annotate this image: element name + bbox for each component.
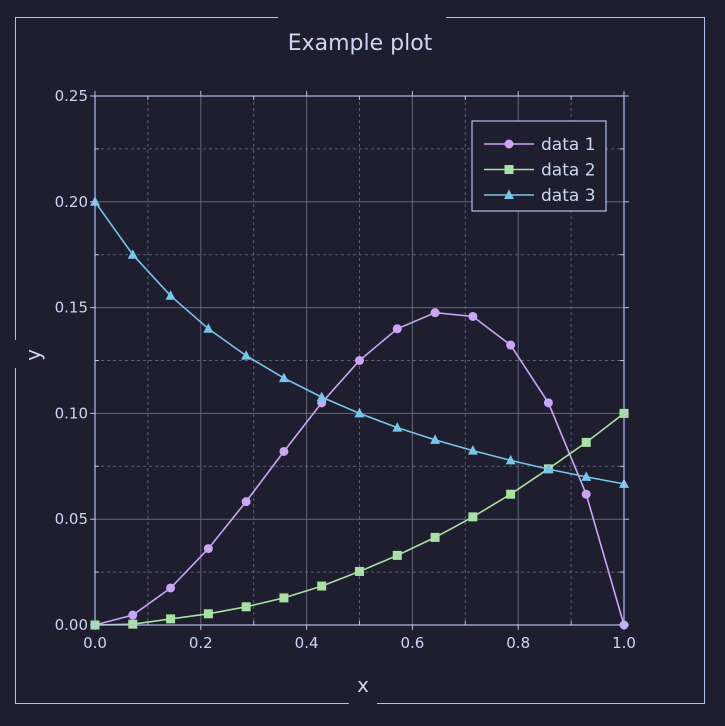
x-tick-label: 1.0 (612, 634, 636, 652)
series-3-marker (354, 407, 365, 418)
series-1-marker (279, 446, 289, 456)
y-tick-label: 0.25 (55, 87, 88, 105)
x-tick-label: 0.6 (400, 634, 424, 652)
series-2-marker (241, 602, 251, 612)
series-2-marker (468, 512, 478, 522)
y-axis-title-background (8, 340, 44, 368)
series-2-marker (128, 619, 138, 629)
chart-title: Example plot (288, 31, 433, 56)
series-2-marker (317, 581, 327, 591)
series-2-marker (355, 566, 364, 576)
series-1-marker (543, 398, 553, 408)
series-1-marker (581, 489, 591, 499)
series-2-marker (279, 593, 289, 603)
legend-marker-1 (504, 139, 514, 149)
series-3-marker (241, 350, 252, 360)
legend-marker-3 (504, 189, 514, 199)
x-tick-label: 0.8 (506, 634, 530, 652)
series-1-marker (166, 583, 176, 593)
series-3-marker (505, 454, 516, 465)
y-tick-label: 0.15 (55, 299, 88, 317)
y-tick-label: 0.00 (55, 616, 88, 634)
legend-label-2: data 2 (541, 161, 596, 181)
series-3-marker (165, 290, 176, 300)
series-3-marker (392, 422, 403, 432)
series-3-marker (127, 249, 138, 259)
legend-box (471, 120, 607, 212)
series-1-marker (430, 308, 440, 318)
series-3-marker (467, 445, 478, 455)
y-tick-label: 0.10 (55, 404, 88, 422)
legend-label-1: data 1 (541, 135, 596, 155)
series-1-marker (241, 497, 251, 507)
x-tick-label: 0.2 (189, 634, 213, 652)
x-tick-label: 0.4 (295, 634, 319, 652)
series-2-marker (203, 609, 213, 619)
series-1-marker (392, 324, 402, 334)
title-background (278, 10, 446, 58)
legend-marker-2 (504, 165, 514, 174)
series-1-marker (203, 544, 213, 554)
x-tick-label: 0.0 (83, 634, 107, 652)
y-axis-title: y (21, 349, 45, 361)
series-1-marker (355, 356, 364, 365)
series-2-marker (166, 614, 176, 624)
series-2-marker (581, 437, 591, 447)
legend-label-3: data 3 (541, 186, 596, 206)
series-2-marker (506, 489, 516, 499)
series-3-marker (581, 471, 592, 481)
series-3-marker (430, 434, 441, 444)
series-3-marker (278, 372, 289, 383)
series-1-marker (128, 610, 138, 620)
series-3-marker (316, 391, 327, 402)
y-tick-label: 0.20 (55, 193, 88, 211)
x-axis-title: x (357, 673, 369, 697)
series-1-marker (506, 340, 516, 350)
series-2-marker (392, 550, 402, 560)
y-tick-label: 0.05 (55, 510, 88, 528)
series-2-marker (430, 532, 440, 542)
series-3-marker (543, 463, 554, 474)
series-1-marker (468, 311, 478, 321)
series-3-marker (203, 323, 214, 333)
x-axis-title-background (349, 670, 377, 710)
